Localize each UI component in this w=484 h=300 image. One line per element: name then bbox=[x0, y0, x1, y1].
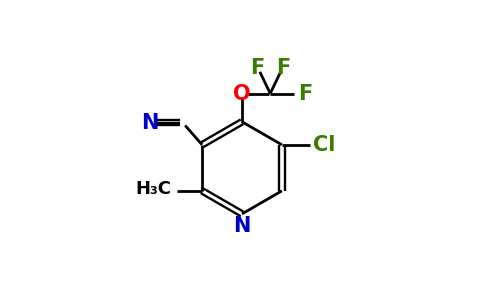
Text: F: F bbox=[299, 83, 313, 103]
Text: N: N bbox=[141, 112, 159, 133]
Text: N: N bbox=[233, 216, 251, 236]
Text: F: F bbox=[250, 58, 264, 78]
Text: F: F bbox=[276, 58, 291, 78]
Text: Cl: Cl bbox=[313, 135, 335, 155]
Text: O: O bbox=[233, 83, 251, 103]
Text: H₃C: H₃C bbox=[136, 180, 172, 198]
